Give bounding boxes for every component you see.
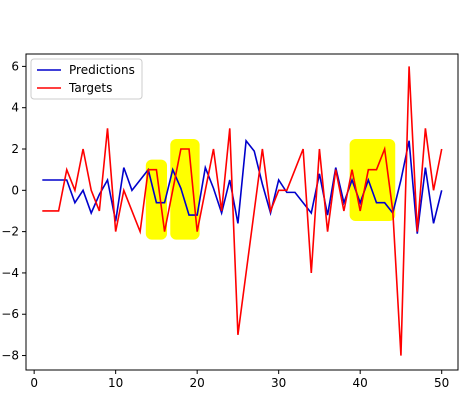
plot-frame [25,53,459,371]
y-tick-label: 4 [11,101,19,115]
x-tick-label: 50 [434,376,449,390]
x-tick-label: 10 [108,376,123,390]
x-tick-label: 0 [30,376,38,390]
legend-box [30,58,143,100]
x-tick-label: 40 [353,376,368,390]
y-tick-label: 0 [11,183,19,197]
legend: Predictions Targets [30,58,143,100]
x-tick-label: 20 [190,376,205,390]
y-tick-label: −4 [1,266,19,280]
x-axis: 0 10 20 30 40 50 [30,370,449,390]
y-tick-label: −6 [1,307,19,321]
y-tick-label: 6 [11,59,19,73]
series-line-predictions [42,138,443,234]
y-axis: −8 −6 −4 −2 0 2 4 6 [1,59,26,363]
y-tick-label: −2 [1,225,19,239]
series-line-targets [42,66,443,356]
x-tick-label: 30 [271,376,286,390]
y-tick-label: 2 [11,142,19,156]
highlight-region [170,139,200,240]
legend-label-targets: Targets [68,81,112,95]
legend-label-predictions: Predictions [69,63,135,77]
y-tick-label: −8 [1,349,19,363]
series-layer [42,66,443,356]
